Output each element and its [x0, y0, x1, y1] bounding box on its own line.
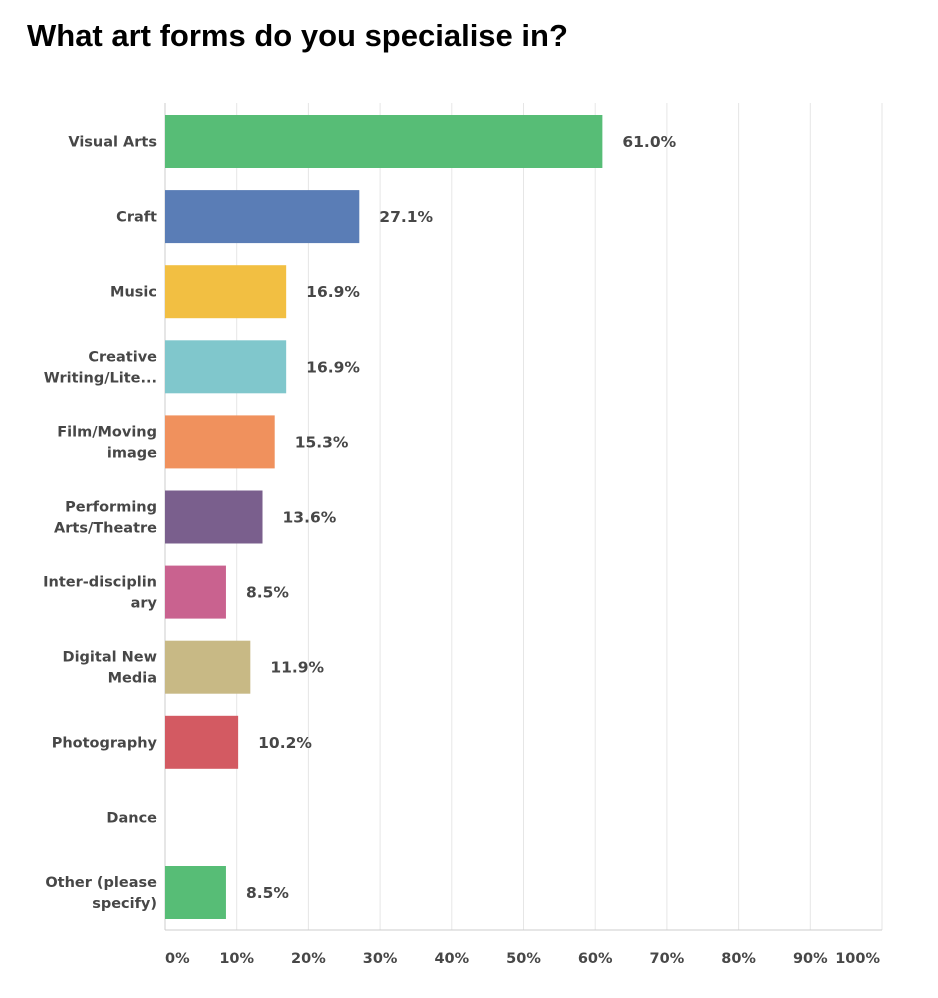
bar [165, 866, 226, 919]
bar [165, 640, 251, 694]
x-tick-label: 0% [165, 951, 190, 967]
bar-value-label: 16.9% [306, 283, 360, 301]
bar-value-label: 8.5% [246, 884, 289, 902]
bar-value-label: 61.0% [622, 133, 676, 151]
bar-value-label: 11.9% [270, 659, 324, 677]
category-label: Other (please [45, 875, 157, 891]
category-label: Music [110, 285, 157, 301]
x-tick-label: 20% [291, 951, 326, 967]
category-label: Digital New [63, 650, 157, 666]
bar [165, 265, 287, 319]
x-tick-label: 30% [363, 951, 398, 967]
category-label: Arts/Theatre [54, 521, 157, 537]
x-tick-label: 100% [835, 951, 880, 967]
x-tick-label: 80% [721, 951, 756, 967]
bar [165, 340, 287, 394]
category-label: Creative [88, 349, 157, 365]
x-tick-label: 70% [650, 951, 685, 967]
x-tick-label: 60% [578, 951, 613, 967]
chart-title: What art forms do you specialise in? [27, 18, 568, 53]
category-label: Craft [116, 210, 157, 226]
category-label: Photography [52, 735, 158, 751]
bar [165, 115, 603, 168]
category-label: Visual Arts [68, 135, 157, 151]
category-label: ary [131, 596, 158, 612]
category-label: Media [108, 671, 157, 687]
bar [165, 715, 239, 769]
category-label: image [107, 445, 157, 461]
x-tick-label: 50% [506, 951, 541, 967]
category-label: Writing/Lite... [44, 370, 157, 386]
category-label: Dance [106, 810, 157, 826]
category-label: Film/Moving [57, 424, 157, 440]
bar-value-label: 8.5% [246, 584, 289, 602]
category-label: Performing [65, 500, 157, 516]
bar [165, 490, 263, 544]
bar-value-label: 27.1% [379, 208, 433, 226]
x-tick-label: 90% [793, 951, 828, 967]
x-tick-label: 10% [219, 951, 254, 967]
category-label: specify) [92, 896, 157, 912]
bar-value-label: 15.3% [295, 433, 349, 451]
bar [165, 190, 360, 244]
bar [165, 565, 226, 619]
x-tick-label: 40% [434, 951, 469, 967]
bar-value-label: 16.9% [306, 358, 360, 376]
bar [165, 415, 275, 469]
category-label: Inter-disciplin [43, 575, 157, 591]
bar-value-label: 13.6% [283, 509, 337, 527]
bar-value-label: 10.2% [258, 734, 312, 752]
